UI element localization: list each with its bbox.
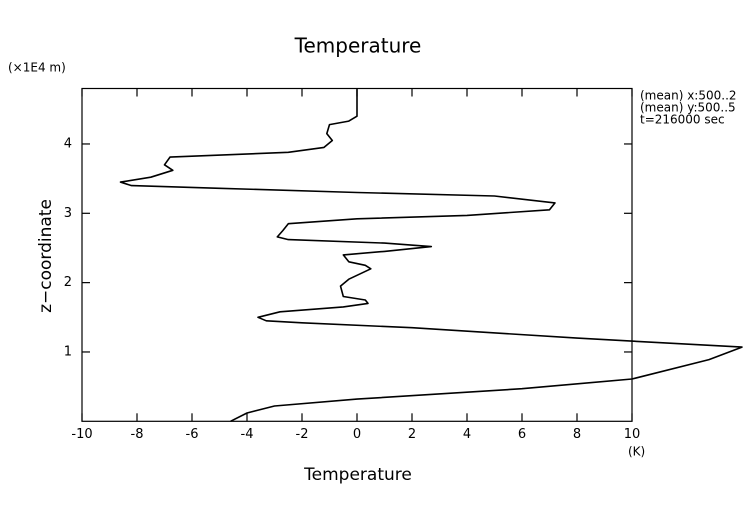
y-tick-label: 2 (64, 275, 72, 290)
y-tick-label: 3 (64, 206, 72, 221)
x-tick-label: -10 (71, 427, 92, 442)
y-axis-label: z−coordinate (36, 199, 56, 313)
x-tick-label: -6 (186, 427, 199, 442)
x-tick-label: 8 (573, 427, 581, 442)
x-unit: (K) (628, 445, 645, 459)
x-tick-label: 4 (463, 427, 471, 442)
x-tick-label: 6 (518, 427, 526, 442)
x-tick-label: 10 (624, 427, 641, 442)
annotation: (mean) x:500..2 (640, 89, 737, 103)
x-tick-label: -8 (131, 427, 144, 442)
y-tick-label: 4 (64, 136, 72, 151)
x-axis-label: Temperature (303, 465, 412, 485)
y-tick-label: 1 (64, 344, 72, 359)
annotation: t=216000 sec (640, 113, 725, 127)
y-unit: (×1E4 m) (8, 61, 66, 75)
plot-frame (81, 87, 633, 422)
annotation: (mean) y:500..5 (640, 101, 736, 115)
x-tick-label: -4 (241, 427, 254, 442)
x-tick-label: 0 (353, 427, 361, 442)
x-tick-label: -2 (296, 427, 309, 442)
chart-title: Temperature (294, 34, 422, 58)
x-tick-label: 2 (408, 427, 416, 442)
data-line (119, 89, 743, 423)
